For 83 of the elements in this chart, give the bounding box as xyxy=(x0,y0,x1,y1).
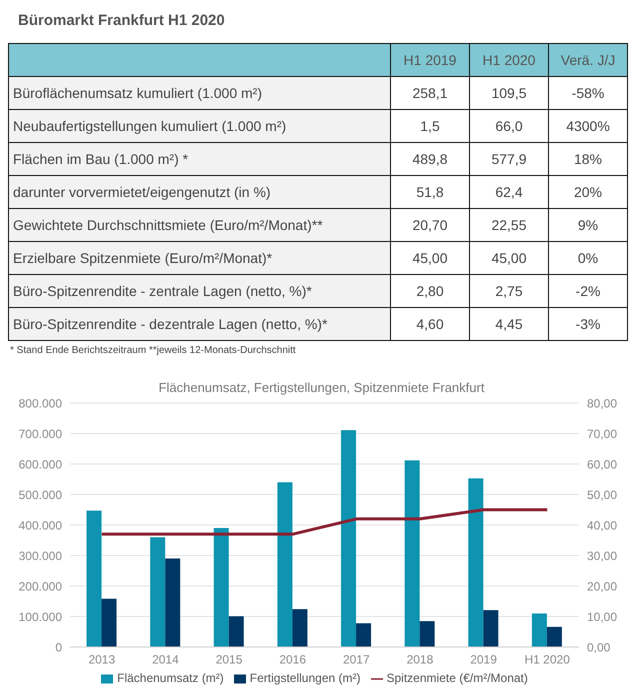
x-tick-label: 2019 xyxy=(470,652,498,667)
text: 258,1 xyxy=(412,85,448,101)
legend-label: Flächenumsatz (m²) xyxy=(117,671,224,685)
bar xyxy=(86,510,102,647)
category-label: Verä. J/J xyxy=(548,44,628,76)
legend-label: Fertigstellungen (m²) xyxy=(250,671,360,685)
bar xyxy=(292,609,308,647)
x-tick-label: 2015 xyxy=(216,652,243,667)
category-label: H1 2019 xyxy=(390,44,470,76)
text: 109,5 xyxy=(491,85,527,101)
text: 2,75 xyxy=(495,283,523,299)
bar xyxy=(277,482,292,647)
chart-title: Flächenumsatz, Fertigstellungen, Spitzenmiete Frankfurt xyxy=(158,380,486,395)
y2-tick-label: 0,00 xyxy=(587,640,611,654)
y-tick-label: 300.000 xyxy=(18,548,62,563)
y2-tick-label: 40,00 xyxy=(587,518,618,532)
category-label: Neubaufertigstellungen kumuliert (1.000 m²) xyxy=(13,118,286,134)
y2-tick-label: 50,00 xyxy=(587,488,618,502)
text: 4300% xyxy=(566,118,610,134)
category-label: Gewichtete Durchschnittsmiete (Euro/m²/Monat)** xyxy=(13,217,323,233)
y2-tick-label: 70,00 xyxy=(587,426,618,441)
y-tick-label: 400.000 xyxy=(18,518,62,532)
text: * Stand Ende Berichtszeitraum **jeweils 12-Monats-Durchschnitt xyxy=(9,344,297,358)
bar xyxy=(165,558,180,647)
bar xyxy=(532,613,547,647)
text: 20% xyxy=(574,184,602,200)
text: 45,00 xyxy=(412,250,448,266)
bar xyxy=(468,478,484,647)
text: 1,5 xyxy=(420,118,440,134)
y-tick-label: 100.000 xyxy=(18,610,62,624)
y-tick-label: 800.000 xyxy=(18,396,62,410)
text: Büromarkt Frankfurt H1 2020 xyxy=(17,11,226,31)
bar xyxy=(228,616,244,647)
bar xyxy=(420,621,435,647)
text: -3% xyxy=(576,316,600,332)
category-label: Flächen im Bau (1.000 m²) * xyxy=(13,151,188,167)
y-tick-label: 500.000 xyxy=(18,488,62,502)
y2-tick-label: 30,00 xyxy=(587,548,618,563)
category-label: Büro-Spitzenrendite - zentrale Lagen (netto, %)* xyxy=(13,283,312,299)
text: 4,60 xyxy=(416,316,444,332)
y2-tick-label: 10,00 xyxy=(587,610,618,624)
category-label: Büro-Spitzenrendite - dezentrale Lagen (netto, %)* xyxy=(13,316,328,332)
text: -58% xyxy=(572,85,604,101)
text: 51,8 xyxy=(416,184,444,200)
text: 577,9 xyxy=(491,151,527,167)
x-tick-label: 2018 xyxy=(406,652,434,667)
text: 489,8 xyxy=(412,151,448,167)
text: -2% xyxy=(576,283,600,299)
x-tick-label: 2016 xyxy=(279,652,306,667)
x-tick-label: H1 2020 xyxy=(524,652,570,667)
x-tick-label: 2017 xyxy=(342,652,370,667)
text: 4,45 xyxy=(495,316,523,332)
text: 9% xyxy=(578,217,598,233)
bar xyxy=(102,598,117,647)
text: 20,70 xyxy=(412,217,448,233)
bar xyxy=(150,537,166,647)
category-label: Büroflächenumsatz kumuliert (1.000 m²) xyxy=(13,85,262,101)
bar xyxy=(404,460,420,647)
y2-tick-label: 60,00 xyxy=(587,457,618,472)
bar xyxy=(483,610,498,647)
text: 22,55 xyxy=(491,217,527,233)
bar xyxy=(341,430,356,647)
y2-tick-label: 20,00 xyxy=(587,579,618,594)
category-label: H1 2020 xyxy=(470,44,548,76)
x-tick-label: 2014 xyxy=(152,652,180,667)
x-tick-label: 2013 xyxy=(88,652,116,667)
text: 2,80 xyxy=(416,283,444,299)
text: 0% xyxy=(578,250,598,266)
bar xyxy=(356,623,372,647)
category-label: Erzielbare Spitzenmiete (Euro/m²/Monat)* xyxy=(13,250,272,266)
bar xyxy=(214,528,229,647)
y-tick-label: 0 xyxy=(55,640,62,654)
legend-label: Spitzenmiete (€/m²/Monat) xyxy=(386,671,528,685)
text: 62,4 xyxy=(495,184,523,200)
y2-tick-label: 80,00 xyxy=(587,396,618,410)
y-tick-label: 700.000 xyxy=(18,426,62,441)
text: 45,00 xyxy=(491,250,527,266)
text: 66,0 xyxy=(495,118,523,134)
text: 18% xyxy=(574,151,602,167)
y-tick-label: 200.000 xyxy=(18,579,62,594)
category-label: darunter vorvermietet/eigengenutzt (in %) xyxy=(13,184,271,200)
bar xyxy=(546,626,562,647)
y-tick-label: 600.000 xyxy=(18,457,62,472)
